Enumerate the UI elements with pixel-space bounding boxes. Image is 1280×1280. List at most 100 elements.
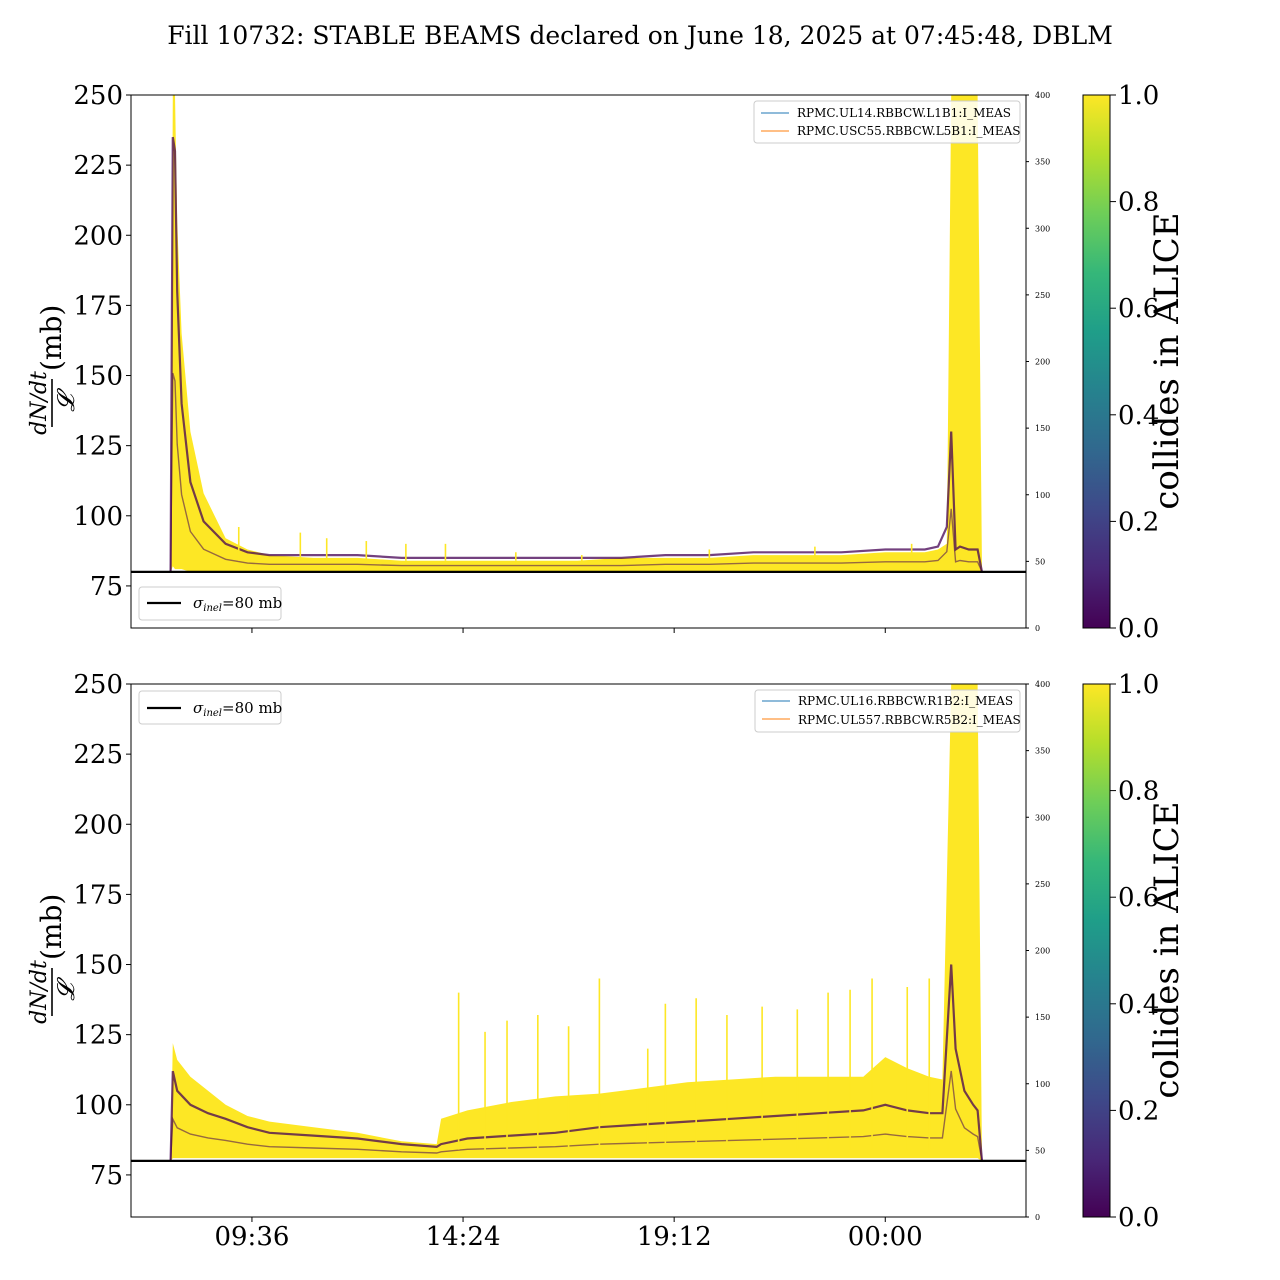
y-tick-label: 100 — [73, 1091, 123, 1121]
top-data-marks — [169, 95, 984, 573]
y-tick-label: 100 — [73, 502, 123, 532]
colorbar-tick-label: 0.4 — [1118, 401, 1159, 431]
bottom-y-ticks: 75 100 125 150 175 200 225 250 — [73, 670, 131, 1191]
bottom-y-axis-label: dN/dt 𝓛 (mb) — [27, 894, 80, 1024]
figure-title: Fill 10732: STABLE BEAMS declared on Jun… — [167, 21, 1113, 50]
svg-text:σinel=80 mb: σinel=80 mb — [193, 699, 282, 719]
top-sigma-legend: σinel=80 mb — [138, 586, 282, 621]
y2-tick-label: 350 — [1035, 158, 1050, 167]
bottom-sigma-symbol: σ — [193, 699, 204, 717]
y-tick-label: 150 — [73, 951, 123, 981]
y2-tick-label: 200 — [1035, 358, 1050, 367]
top-sigma-legend-box — [138, 586, 282, 621]
bottom-colorbar: 0.0 0.2 0.4 0.6 0.8 1.0 collides in ALICE — [1082, 670, 1187, 1233]
top-sigma-subscript: inel — [203, 603, 222, 614]
bottom-sigma-subscript: inel — [203, 708, 222, 719]
y-tick-label: 200 — [73, 810, 123, 840]
bottom-sigma-legend-box — [138, 690, 282, 725]
x-tick-label: 00:00 — [848, 1222, 923, 1252]
y-tick-label: 225 — [73, 151, 123, 181]
top-legend-box — [753, 100, 1021, 144]
series-trace-dark — [169, 136, 984, 573]
top-panel: 75 100 125 150 175 200 225 250 0 50 100 150 200 250 3… — [27, 81, 1187, 644]
colorbar-tick-label: 0.2 — [1118, 507, 1159, 537]
y2-tick-label: 400 — [1035, 680, 1050, 689]
y2-tick-label: 250 — [1035, 291, 1050, 300]
y-tick-label: 75 — [90, 1161, 123, 1191]
bottom-legend-box — [754, 689, 1021, 733]
top-legend-label-2: RPMC.USC55.RBBCW.L5B1:I_MEAS — [797, 124, 1020, 138]
bottom-colorbar-ticks: 0.0 0.2 0.4 0.6 0.8 1.0 — [1110, 670, 1159, 1233]
y2-tick-label: 150 — [1035, 424, 1050, 433]
bottom-colorbar-label: collides in ALICE — [1147, 801, 1187, 1098]
y2-tick-label: 400 — [1035, 91, 1050, 100]
colorbar-tick-label: 0.4 — [1118, 990, 1159, 1020]
y-tick-label: 125 — [73, 1021, 123, 1051]
y-tick-label: 175 — [73, 291, 123, 321]
bottom-legend-label-2: RPMC.UL557.RBBCW.R5B2:I_MEAS — [798, 713, 1021, 727]
top-plot-area — [131, 95, 1026, 628]
top-colorbar-label: collides in ALICE — [1147, 212, 1187, 509]
y2-tick-label: 50 — [1035, 1146, 1045, 1155]
top-ylabel-unit: (mb) — [35, 305, 68, 371]
y2-tick-label: 250 — [1035, 880, 1050, 889]
colorbar-tick-label: 0.0 — [1118, 1203, 1159, 1233]
bottom-panel: 75 100 125 150 175 200 225 250 0 50 100 150 200 250 3… — [27, 670, 1187, 1252]
y-tick-label: 150 — [73, 362, 123, 392]
top-x-ticks — [251, 628, 886, 633]
top-y-ticks: 75 100 125 150 175 200 225 250 — [73, 81, 131, 602]
bottom-ylabel-unit: (mb) — [35, 894, 68, 960]
top-colorbar: 0.0 0.2 0.4 0.6 0.8 1.0 collides in ALICE — [1082, 81, 1187, 644]
bottom-colorbar-gradient — [1082, 683, 1111, 1218]
colorbar-tick-label: 0.6 — [1118, 883, 1159, 913]
y2-tick-label: 0 — [1035, 1213, 1040, 1222]
top-sigma-symbol: σ — [193, 594, 204, 612]
x-tick-label: 14:24 — [426, 1222, 501, 1252]
svg-text:σinel=80 mb: σinel=80 mb — [193, 594, 282, 614]
y2-tick-label: 300 — [1035, 813, 1050, 822]
y2-tick-label: 0 — [1035, 624, 1040, 633]
colorbar-tick-label: 0.2 — [1118, 1096, 1159, 1126]
y2-tick-label: 200 — [1035, 947, 1050, 956]
y2-tick-label: 150 — [1035, 1013, 1050, 1022]
top-sigma-value: =80 mb — [222, 594, 282, 612]
top-colorbar-gradient — [1082, 94, 1111, 629]
y-tick-label: 250 — [73, 670, 123, 700]
y2-tick-label: 50 — [1035, 557, 1045, 566]
x-tick-label: 19:12 — [637, 1222, 712, 1252]
top-colorbar-ticks: 0.0 0.2 0.4 0.6 0.8 1.0 — [1110, 81, 1159, 644]
bottom-legend-label-1: RPMC.UL16.RBBCW.R1B2:I_MEAS — [798, 694, 1013, 708]
series-band-yellow — [170, 684, 983, 1161]
y-tick-label: 75 — [90, 572, 123, 602]
colorbar-tick-label: 0.0 — [1118, 614, 1159, 644]
top-legend-label-1: RPMC.UL14.RBBCW.L1B1:I_MEAS — [797, 106, 1011, 120]
x-tick-label: 09:36 — [214, 1222, 289, 1252]
bottom-y2-ticks: 0 50 100 150 200 250 300 350 400 — [1026, 680, 1050, 1222]
bottom-ylabel-numerator: dN/dt — [27, 960, 52, 1024]
colorbar-tick-label: 0.8 — [1118, 188, 1159, 218]
y2-tick-label: 100 — [1035, 1080, 1050, 1089]
colorbar-tick-label: 1.0 — [1118, 81, 1159, 111]
colorbar-tick-label: 0.8 — [1118, 777, 1159, 807]
top-y2-ticks: 0 50 100 150 200 250 300 350 400 — [1026, 91, 1050, 633]
y-tick-label: 125 — [73, 432, 123, 462]
y2-tick-label: 350 — [1035, 747, 1050, 756]
bottom-sigma-legend: σinel=80 mb — [138, 690, 282, 725]
bottom-data-marks — [169, 684, 984, 1162]
top-legend: RPMC.UL14.RBBCW.L1B1:I_MEAS RPMC.USC55.R… — [753, 100, 1021, 144]
y-tick-label: 175 — [73, 880, 123, 910]
y2-tick-label: 300 — [1035, 224, 1050, 233]
y2-tick-label: 100 — [1035, 491, 1050, 500]
bottom-sigma-value: =80 mb — [222, 699, 282, 717]
y-tick-label: 225 — [73, 740, 123, 770]
colorbar-tick-label: 0.6 — [1118, 294, 1159, 324]
top-ylabel-numerator: dN/dt — [27, 371, 52, 435]
bottom-x-ticks: 09:36 14:24 19:12 00:00 — [214, 1217, 923, 1252]
y-tick-label: 200 — [73, 221, 123, 251]
bottom-legend: RPMC.UL16.RBBCW.R1B2:I_MEAS RPMC.UL557.R… — [754, 689, 1021, 733]
series-trace-dark-inner — [169, 372, 983, 573]
top-y-axis-label: dN/dt 𝓛 (mb) — [27, 305, 80, 435]
y-tick-label: 250 — [73, 81, 123, 111]
colorbar-tick-label: 1.0 — [1118, 670, 1159, 700]
